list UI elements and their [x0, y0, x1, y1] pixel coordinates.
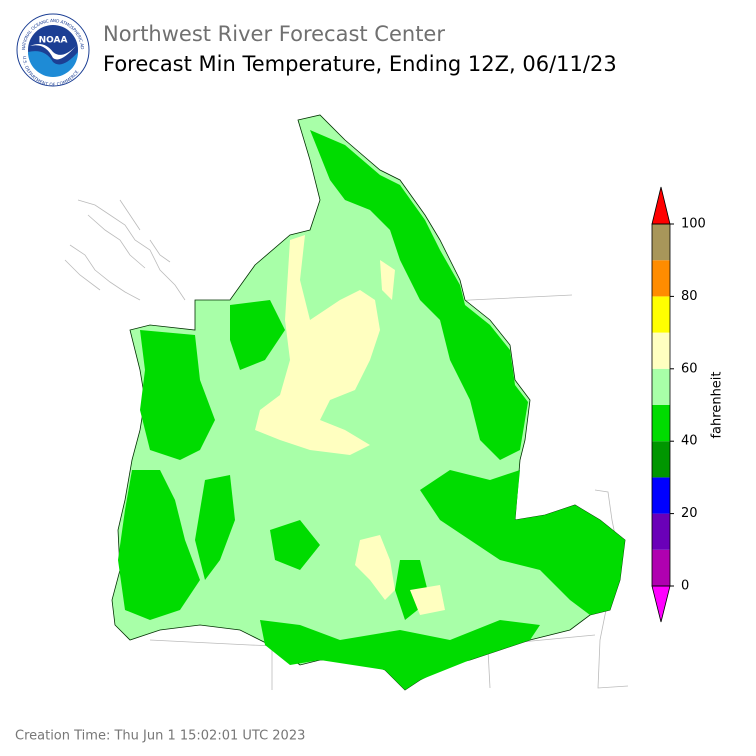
colorbar-segment	[652, 477, 670, 514]
colorbar-segment	[652, 513, 670, 550]
noaa-logo: NATIONAL OCEANIC AND ATMOSPHERIC ADMINIS…	[0, 0, 90, 88]
colorbar-segment	[652, 549, 670, 586]
colorbar-segment	[652, 332, 670, 369]
colorbar-tick-label: 0	[681, 579, 689, 594]
colorbar-tick-label: 40	[681, 434, 698, 449]
colorbar: 0 20 40 60 80 100 fahrenheit	[651, 186, 725, 623]
colorbar-tick-label: 20	[681, 506, 698, 521]
colorbar-segment	[652, 296, 670, 333]
green-regions	[118, 130, 625, 690]
title: Northwest River Forecast Center	[103, 22, 445, 46]
logo-text: NOAA	[39, 36, 68, 46]
yellow-regions	[255, 235, 445, 615]
colorbar-segment	[652, 260, 670, 297]
creation-time: Creation Time: Thu Jun 1 15:02:01 UTC 20…	[15, 729, 305, 744]
colorbar-label: fahrenheit	[710, 371, 725, 438]
map	[64, 114, 629, 691]
subtitle: Forecast Min Temperature, Ending 12Z, 06…	[103, 52, 617, 76]
colorbar-frame	[651, 223, 671, 587]
colorbar-segment	[652, 405, 670, 442]
colorbar-tick-label: 60	[681, 361, 698, 376]
colorbar-segment	[652, 441, 670, 478]
colorbar-segment	[652, 224, 670, 261]
colorbar-tick-label: 80	[681, 289, 698, 304]
colorbar-tick-label: 100	[681, 217, 706, 232]
colorbar-segment	[652, 368, 670, 405]
